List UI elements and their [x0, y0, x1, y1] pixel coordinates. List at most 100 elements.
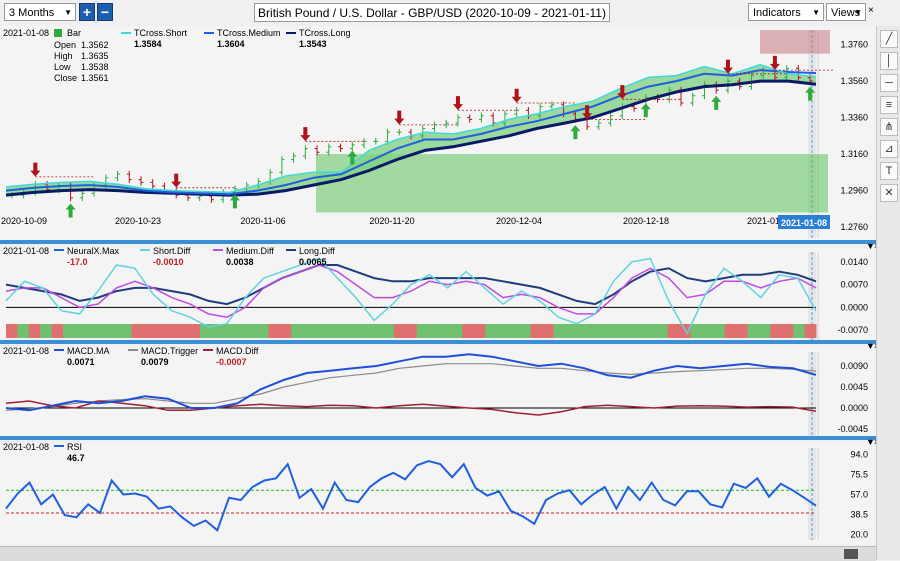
neural-bar: [793, 324, 806, 338]
sell-arrow: [300, 127, 311, 142]
legend-ohlc-value: 1.3635: [81, 51, 109, 61]
y-tick-label: 1.3160: [840, 149, 868, 159]
long-diff-line: [5, 264, 817, 306]
sell-arrow: [452, 96, 463, 111]
y-tick-label: 0.0070: [840, 280, 868, 290]
neural-bar: [747, 324, 760, 338]
neural-bar: [302, 324, 315, 338]
y-tick-label: 0.0000: [840, 302, 868, 312]
chevron-down-icon: ▼: [812, 8, 820, 17]
legend-bar-label: Bar: [67, 28, 81, 38]
neural-bar: [416, 324, 429, 338]
neural-bar: [154, 324, 167, 338]
y-tick-label: 1.2960: [840, 186, 868, 196]
y-tick-label: 57.0: [850, 490, 868, 500]
scrollbar-thumb[interactable]: [844, 549, 858, 559]
neural-bar: [428, 324, 441, 338]
neural-bar: [781, 324, 794, 338]
short-diff-line: [5, 257, 817, 336]
neural-bar: [553, 324, 566, 338]
neural-bar: [485, 324, 498, 338]
buy-arrow: [805, 86, 816, 101]
neural-bar: [359, 324, 372, 338]
neural-bar: [576, 324, 589, 338]
neural-bar: [211, 324, 224, 338]
y-tick-label: 38.5: [850, 510, 868, 520]
chart-area[interactable]: 1.3760 1.3560 1.3360 1.3160 1.2960 1.2760 2020…: [0, 26, 876, 546]
text-tool-icon[interactable]: T: [880, 162, 898, 180]
legend-ohlc-key: Open: [54, 40, 76, 50]
zoom-in-button[interactable]: +: [79, 3, 95, 21]
sell-arrow: [722, 59, 733, 74]
neural-bar: [348, 324, 361, 338]
cursor-date-label: 2021-01-08: [781, 218, 827, 228]
neural-bar: [587, 324, 600, 338]
y-tick-label: 0.0045: [840, 382, 868, 392]
y-tick-label: 0.0000: [840, 403, 868, 413]
y-tick-label: -0.0070: [837, 325, 868, 335]
horizontal-line-tool-icon[interactable]: ─: [880, 74, 898, 92]
neural-bar: [507, 324, 520, 338]
pitchfork-tool-icon[interactable]: ⋔: [880, 118, 898, 136]
legend-series-value: 1.3543: [299, 39, 327, 49]
fib-tool-icon[interactable]: ⊿: [880, 140, 898, 158]
neural-bar: [804, 324, 817, 338]
neural-bar: [758, 324, 771, 338]
legend-series-value: 1.3604: [217, 39, 245, 49]
tcross-long-line: [5, 79, 817, 197]
neural-bar: [28, 324, 41, 338]
tcross-band: [6, 64, 816, 196]
eraser-tool-icon[interactable]: ✕: [880, 184, 898, 202]
panel-close-icon: ×: [874, 341, 876, 351]
neural-bar: [245, 324, 258, 338]
legend-ohlc-key: Low: [54, 62, 71, 72]
legend-ohlc-value: 1.3562: [81, 40, 109, 50]
panel-close-icon: ×: [874, 241, 876, 251]
scroll-strip: [808, 252, 816, 340]
panel-collapse-icon: ▼: [866, 437, 875, 447]
cursor-date-box: [778, 215, 830, 229]
buy-arrow: [570, 125, 581, 140]
y-tick-label: 0.0140: [840, 257, 868, 267]
neural-bar: [188, 324, 201, 338]
neural-bar: [736, 324, 749, 338]
legend-date: 2021-01-08: [3, 246, 49, 256]
neural-bar: [199, 324, 212, 338]
buy-arrow: [229, 194, 240, 209]
panel-divider: [0, 340, 876, 344]
buy-arrow: [347, 150, 358, 165]
neural-bar: [690, 324, 703, 338]
chevron-down-icon: ▼: [64, 8, 72, 17]
y-tick-label: 1.3560: [840, 76, 868, 86]
sell-arrow: [582, 105, 593, 120]
neural-bar: [382, 324, 395, 338]
toolbar: 3 Months ▼ + − British Pound / U.S. Dolla…: [0, 0, 900, 27]
neural-bar: [701, 324, 714, 338]
channel-tool-icon[interactable]: ≡: [880, 96, 898, 114]
vertical-line-tool-icon[interactable]: │: [880, 52, 898, 70]
y-tick-label: -0.0045: [837, 424, 868, 434]
y-tick-label: 1.3360: [840, 113, 868, 123]
trendline-tool-icon[interactable]: ╱: [880, 30, 898, 48]
neural-bar: [325, 324, 338, 338]
indicators-label: Indicators: [753, 7, 801, 19]
indicators-select[interactable]: Indicators ▼: [748, 3, 824, 21]
neural-bar: [656, 324, 669, 338]
support-zone: [316, 154, 828, 213]
sell-arrow: [511, 88, 522, 103]
zoom-out-button[interactable]: −: [97, 3, 113, 21]
legend-ohlc-value: 1.3538: [81, 62, 109, 72]
neural-bar: [770, 324, 783, 338]
x-tick-label: 2021-01-08: [747, 216, 793, 226]
sell-arrow: [394, 110, 405, 125]
drawing-toolbar: ╱ │ ─ ≡ ⋔ ⊿ T ✕: [876, 26, 900, 560]
views-label: Views: [831, 7, 861, 19]
legend-date: 2021-01-08: [3, 28, 49, 38]
close-icon[interactable]: ×: [868, 5, 874, 16]
neural-bar: [85, 324, 98, 338]
chart-title: British Pound / U.S. Dollar - GBP/USD (2…: [254, 3, 610, 22]
neural-bar: [633, 324, 646, 338]
legend-series-name: NeuralX.Max: [67, 246, 120, 256]
views-select[interactable]: Views ▼: [826, 3, 866, 21]
range-select[interactable]: 3 Months ▼: [4, 3, 76, 21]
